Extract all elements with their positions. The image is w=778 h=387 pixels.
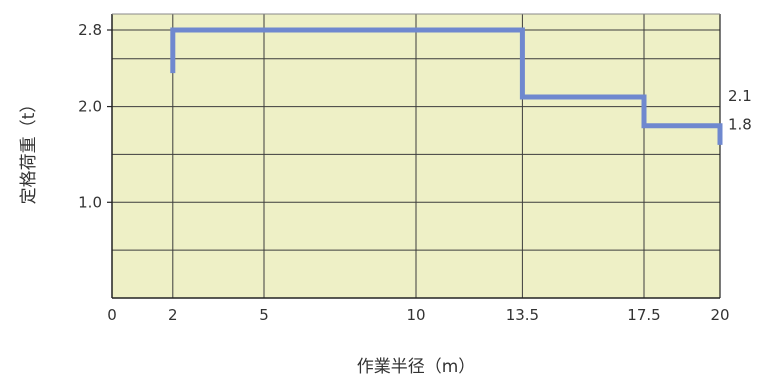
- x-tick-label: 13.5: [506, 306, 539, 324]
- x-tick-label: 10: [406, 306, 425, 324]
- x-axis-label: 作業半径（m）: [357, 357, 476, 377]
- x-tick-label: 20: [710, 306, 729, 324]
- tick-labels: 0 2 5 10 13.5 17.5 20 2.8 2.0 1.0: [78, 21, 729, 324]
- value-annotation: 1.8: [728, 116, 752, 134]
- x-tick-label: 5: [259, 306, 269, 324]
- axes: [107, 13, 721, 299]
- x-tick-label: 0: [107, 306, 117, 324]
- series-line: [170, 27, 723, 145]
- y-tick-label: 2.0: [78, 98, 102, 116]
- x-tick-label: 17.5: [627, 306, 660, 324]
- x-tick-label: 2: [168, 306, 178, 324]
- y-tick-label: 2.8: [78, 21, 102, 39]
- y-tick-label: 1.0: [78, 193, 102, 211]
- value-annotation: 2.1: [728, 87, 752, 105]
- y-axis-label: 定格荷重（t）: [19, 96, 39, 205]
- annotations: 2.1 1.8: [728, 87, 752, 134]
